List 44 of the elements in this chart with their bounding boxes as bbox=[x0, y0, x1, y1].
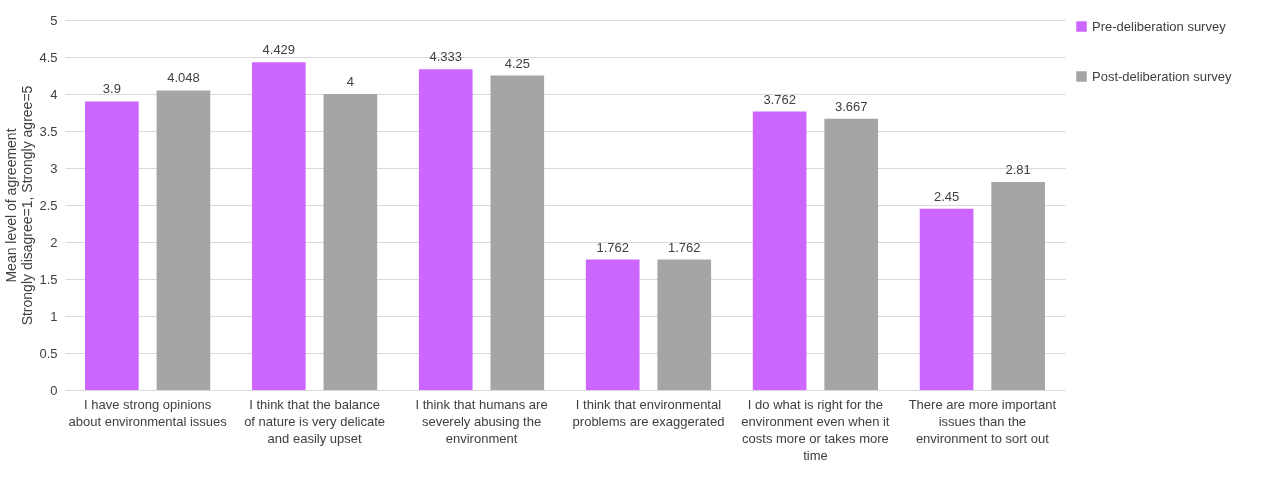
bar bbox=[156, 90, 211, 390]
y-tick-label: 2.5 bbox=[39, 197, 58, 213]
y-tick-label: 4.5 bbox=[39, 49, 58, 65]
bar bbox=[85, 101, 139, 390]
x-tick-label: I do what is right for the environment even when it costs more or takes more time bbox=[741, 396, 890, 463]
data-label: 4.429 bbox=[262, 42, 296, 58]
legend-label: Pre-deliberation survey bbox=[1092, 18, 1227, 34]
y-tick-label: 2 bbox=[50, 234, 58, 250]
x-tick-label: I think that environmental problems are exaggerated bbox=[572, 396, 725, 429]
data-label: 4 bbox=[346, 74, 354, 89]
y-tick-label: 1.5 bbox=[39, 271, 58, 287]
bar bbox=[824, 118, 879, 390]
bar bbox=[991, 182, 1045, 390]
x-tick-label: I think that humans are severely abusing the environment bbox=[415, 396, 548, 446]
y-tick-label: 0.5 bbox=[39, 345, 58, 361]
bar bbox=[752, 111, 807, 390]
data-label: 4.333 bbox=[429, 49, 463, 65]
bar bbox=[251, 62, 306, 390]
x-tick-label: I think that the balance of nature is very delicate and easily upset bbox=[244, 396, 386, 446]
data-label: 1.762 bbox=[596, 239, 629, 255]
x-tick-label: There are more important issues than the environment to sort out bbox=[908, 396, 1057, 446]
bar bbox=[657, 259, 712, 390]
y-tick-label: 1 bbox=[50, 308, 58, 324]
bar bbox=[490, 75, 545, 390]
data-label: 4.25 bbox=[504, 55, 530, 71]
bar bbox=[919, 208, 974, 390]
bar bbox=[323, 94, 378, 390]
y-tick-label: 4 bbox=[50, 86, 58, 102]
y-tick-label: 0 bbox=[50, 382, 58, 398]
bar bbox=[418, 69, 473, 390]
x-tick-label: I have strong opinions about environmental issues bbox=[68, 396, 228, 429]
data-label: 2.81 bbox=[1005, 162, 1031, 178]
data-label: 3.667 bbox=[834, 98, 868, 114]
data-label: 1.762 bbox=[667, 239, 701, 255]
data-label: 3.762 bbox=[763, 91, 796, 107]
y-axis-title: Mean level of agreement Strongly disagree=1, Strongly agree=5 bbox=[3, 85, 36, 326]
data-label: 3.9 bbox=[102, 81, 121, 97]
data-label: 2.45 bbox=[933, 188, 960, 204]
y-tick-label: 3.5 bbox=[39, 123, 58, 139]
legend-label: Post-deliberation survey bbox=[1092, 68, 1232, 84]
y-tick-label: 5 bbox=[50, 12, 58, 28]
data-label: 4.048 bbox=[167, 70, 200, 86]
y-tick-label: 3 bbox=[50, 160, 58, 176]
bar bbox=[585, 259, 640, 390]
